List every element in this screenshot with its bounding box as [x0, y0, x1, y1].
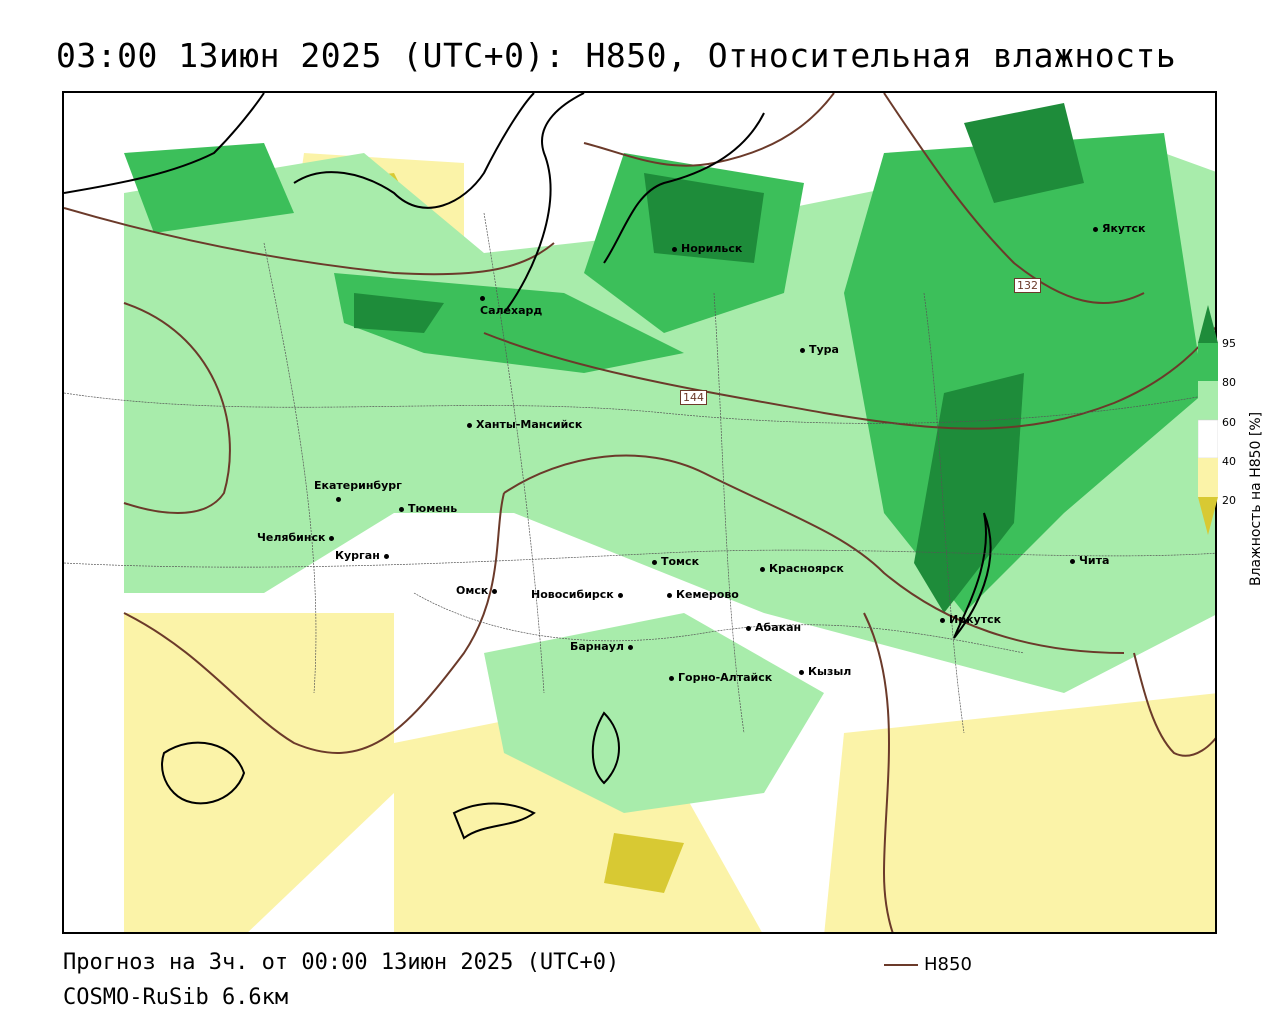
- city-yekaterinburg: Екатеринбург: [314, 479, 402, 505]
- legend-title: Влажность на H850 [%]: [1248, 411, 1264, 586]
- h850-contours: [64, 93, 1215, 932]
- city-marker-icon: [1093, 226, 1098, 232]
- city-marker-icon: [467, 422, 472, 428]
- legend-tick-95: 95: [1222, 337, 1236, 350]
- city-norilsk: Норильск: [672, 242, 742, 255]
- city-chelyabinsk: Челябинск: [257, 531, 335, 544]
- city-marker-icon: [799, 669, 804, 675]
- city-marker-icon: [669, 675, 674, 681]
- city-chita: Чита: [1070, 554, 1109, 567]
- city-omsk: Омск: [456, 584, 498, 597]
- city-irkutsk: Иркутск: [940, 613, 1001, 626]
- city-kurgan: Курган: [335, 549, 389, 562]
- city-marker-icon: [1070, 558, 1075, 564]
- city-marker-icon: [329, 535, 335, 541]
- city-gorno-altaysk: Горно-Алтайск: [669, 671, 772, 684]
- contour-label-132: 132: [1014, 278, 1041, 293]
- city-marker-icon: [627, 644, 633, 650]
- city-marker-icon: [667, 592, 672, 598]
- city-tomsk: Томск: [652, 555, 699, 568]
- city-marker-icon: [746, 625, 751, 631]
- legend-tick-20: 20: [1222, 494, 1236, 507]
- city-marker-icon: [480, 295, 485, 301]
- city-marker-icon: [492, 588, 498, 594]
- city-marker-icon: [800, 347, 805, 353]
- legend-tick-80: 80: [1222, 376, 1236, 389]
- city-abakan: Абакан: [746, 621, 801, 634]
- city-kyzyl: Кызыл: [799, 665, 851, 678]
- coastlines: [64, 93, 992, 840]
- contour-label-144: 144: [680, 390, 707, 405]
- city-yakutsk: Якутск: [1093, 222, 1145, 235]
- city-marker-icon: [383, 553, 389, 559]
- map-canvas: [64, 93, 1215, 932]
- city-barnaul: Барнаул: [570, 640, 633, 653]
- contour-key-label: H850: [924, 954, 972, 975]
- forecast-info: Прогноз на 3ч. от 00:00 13июн 2025 (UTC+…: [63, 950, 620, 975]
- city-tyumen: Тюмень: [399, 502, 457, 515]
- city-novosibirsk: Новосибирск: [531, 588, 623, 601]
- humidity-moist-regions: [124, 103, 1215, 813]
- contour-key: H850: [884, 954, 972, 975]
- map-area: 132 144 Якутск Норильск Салехард Тура Ха…: [62, 91, 1217, 934]
- legend-tick-40: 40: [1222, 455, 1236, 468]
- city-marker-icon: [399, 506, 404, 512]
- city-tura: Тура: [800, 343, 839, 356]
- humidity-legend-bar: [1198, 305, 1218, 535]
- city-marker-icon: [760, 566, 765, 572]
- model-name: COSMO-RuSib 6.6км: [63, 985, 289, 1010]
- region-borders: [64, 212, 1215, 734]
- city-kemerovo: Кемерово: [667, 588, 739, 601]
- city-salekhard: Салехард: [480, 291, 542, 317]
- city-krasnoyarsk: Красноярск: [760, 562, 844, 575]
- city-marker-icon: [617, 592, 623, 598]
- city-marker-icon: [940, 617, 945, 623]
- city-marker-icon: [652, 559, 657, 565]
- city-khanty-mansiysk: Ханты-Мансийск: [467, 418, 582, 431]
- city-marker-icon: [672, 246, 677, 252]
- city-marker-icon: [336, 496, 341, 502]
- contour-line-icon: [884, 963, 918, 966]
- map-title: 03:00 13июн 2025 (UTC+0): H850, Относите…: [56, 36, 1177, 75]
- legend-tick-60: 60: [1222, 416, 1236, 429]
